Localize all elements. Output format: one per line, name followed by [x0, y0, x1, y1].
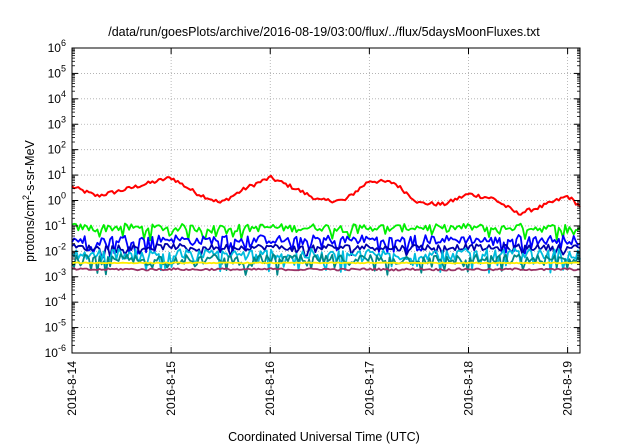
y-tick-label: 10-4: [45, 292, 66, 309]
y-tick-label: 104: [48, 89, 66, 106]
y-tick-label: 10-5: [45, 318, 66, 335]
x-axis-label: Coordinated Universal Time (UTC): [228, 430, 420, 444]
y-tick-label: 105: [48, 63, 66, 80]
y-tick-labels: 10-6 10-5 10-4 10-3 10-2 10-1 100 101 102 103 104 1…: [45, 38, 66, 360]
x-tick-label: 2016-8-18: [461, 361, 475, 416]
y-tick-label: 10-2: [45, 241, 66, 258]
series-line: [71, 174, 581, 216]
y-tick-label: 100: [48, 191, 66, 208]
x-tick-labels: 2016-8-14 2016-8-15 2016-8-16 2016-8-17 2016…: [65, 361, 575, 416]
series-lines: [71, 174, 581, 276]
chart-title: /data/run/goesPlots/archive/2016-08-19/0…: [108, 25, 540, 39]
y-tick-label: 103: [48, 114, 66, 131]
x-tick-label: 2016-8-14: [65, 361, 79, 416]
y-tick-label: 10-3: [45, 267, 66, 284]
x-tick-label: 2016-8-17: [362, 361, 376, 416]
series-line: [71, 242, 581, 259]
series-line: [71, 267, 580, 272]
series-line: [71, 222, 581, 242]
y-tick-label: 102: [48, 140, 66, 157]
x-tick-label: 2016-8-19: [561, 361, 575, 416]
y-tick-label: 10-1: [45, 216, 66, 233]
x-tick-label: 2016-8-15: [164, 361, 178, 416]
ticks: [71, 47, 580, 354]
x-tick-label: 2016-8-16: [263, 361, 277, 416]
y-tick-label: 10-6: [45, 343, 66, 360]
y-tick-label: 101: [48, 165, 66, 182]
y-axis-label: protons/cm2-s-sr-MeV: [21, 139, 37, 261]
series-line: [71, 261, 581, 265]
y-tick-label: 106: [48, 38, 66, 55]
